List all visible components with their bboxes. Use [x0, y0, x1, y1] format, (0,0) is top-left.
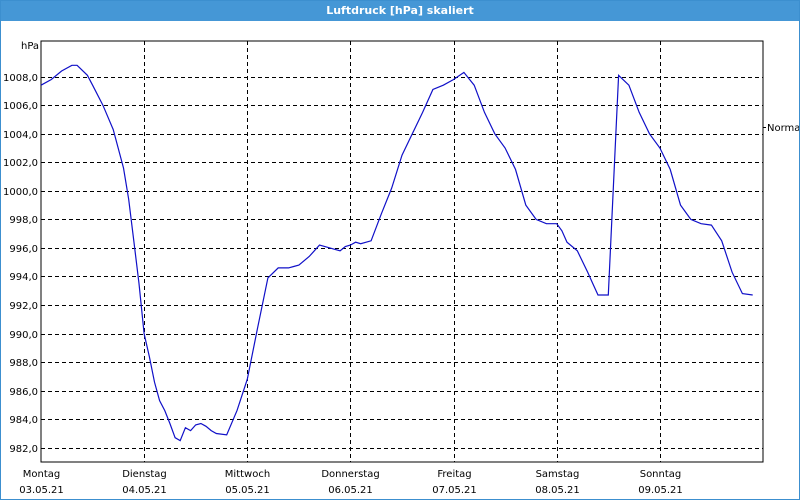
x-tick-day-label: Sonntag	[640, 469, 682, 480]
pressure-chart: hPa 982,0984,0986,0988,0990,0992,0994,09…	[3, 40, 799, 496]
x-tick-date-label: 06.05.21	[328, 485, 373, 496]
x-tick-day-label: Dienstag	[122, 469, 167, 480]
x-tick-day-label: Mittwoch	[225, 469, 270, 480]
y-tick-label: 1008,0	[3, 73, 38, 84]
y-tick-label: 982,0	[9, 444, 38, 455]
y-tick-label: 990,0	[9, 330, 38, 341]
x-tick-date-label: 04.05.21	[122, 485, 167, 496]
y-tick-label: 1004,0	[3, 130, 38, 141]
grid-layer	[40, 40, 764, 463]
y-tick-label: 998,0	[9, 215, 38, 226]
y-axis-unit-label: hPa	[21, 41, 39, 52]
y-tick-label: 1002,0	[3, 158, 38, 169]
y-tick-label: 994,0	[9, 272, 38, 283]
x-tick-date-label: 07.05.21	[432, 485, 477, 496]
y-tick-label: 1000,0	[3, 187, 38, 198]
x-tick-date-label: 05.05.21	[225, 485, 270, 496]
y-tick-label: 996,0	[9, 244, 38, 255]
y-tick-label: 992,0	[9, 301, 38, 312]
x-tick-labels: Montag 03.05.21 Dienstag 04.05.21 Mittwoch 05…	[19, 469, 683, 496]
x-tick-date-label: 08.05.21	[535, 485, 580, 496]
plot-frame	[40, 40, 764, 463]
window-title: Luftdruck [hPa] skaliert	[1, 1, 799, 21]
y-tick-label: 986,0	[9, 387, 38, 398]
reference-label: Normal	[767, 123, 799, 134]
y-tick-label: 988,0	[9, 358, 38, 369]
x-tick-day-label: Freitag	[437, 469, 471, 480]
x-tick-day-label: Samstag	[536, 469, 580, 480]
pressure-series-line	[40, 64, 753, 442]
reference-layer: Normal	[763, 123, 799, 134]
x-tick-date-label: 03.05.21	[19, 485, 64, 496]
y-tick-labels: 982,0 984,0 986,0 988,0 990,0 992,0 994,0 996,0…	[3, 73, 38, 455]
series-layer	[40, 64, 753, 442]
x-tick-day-label: Donnerstag	[321, 469, 379, 480]
y-tick-label: 1006,0	[3, 101, 38, 112]
x-tick-date-label: 09.05.21	[638, 485, 683, 496]
x-tick-day-label: Montag	[23, 469, 60, 480]
y-tick-label: 984,0	[9, 415, 38, 426]
